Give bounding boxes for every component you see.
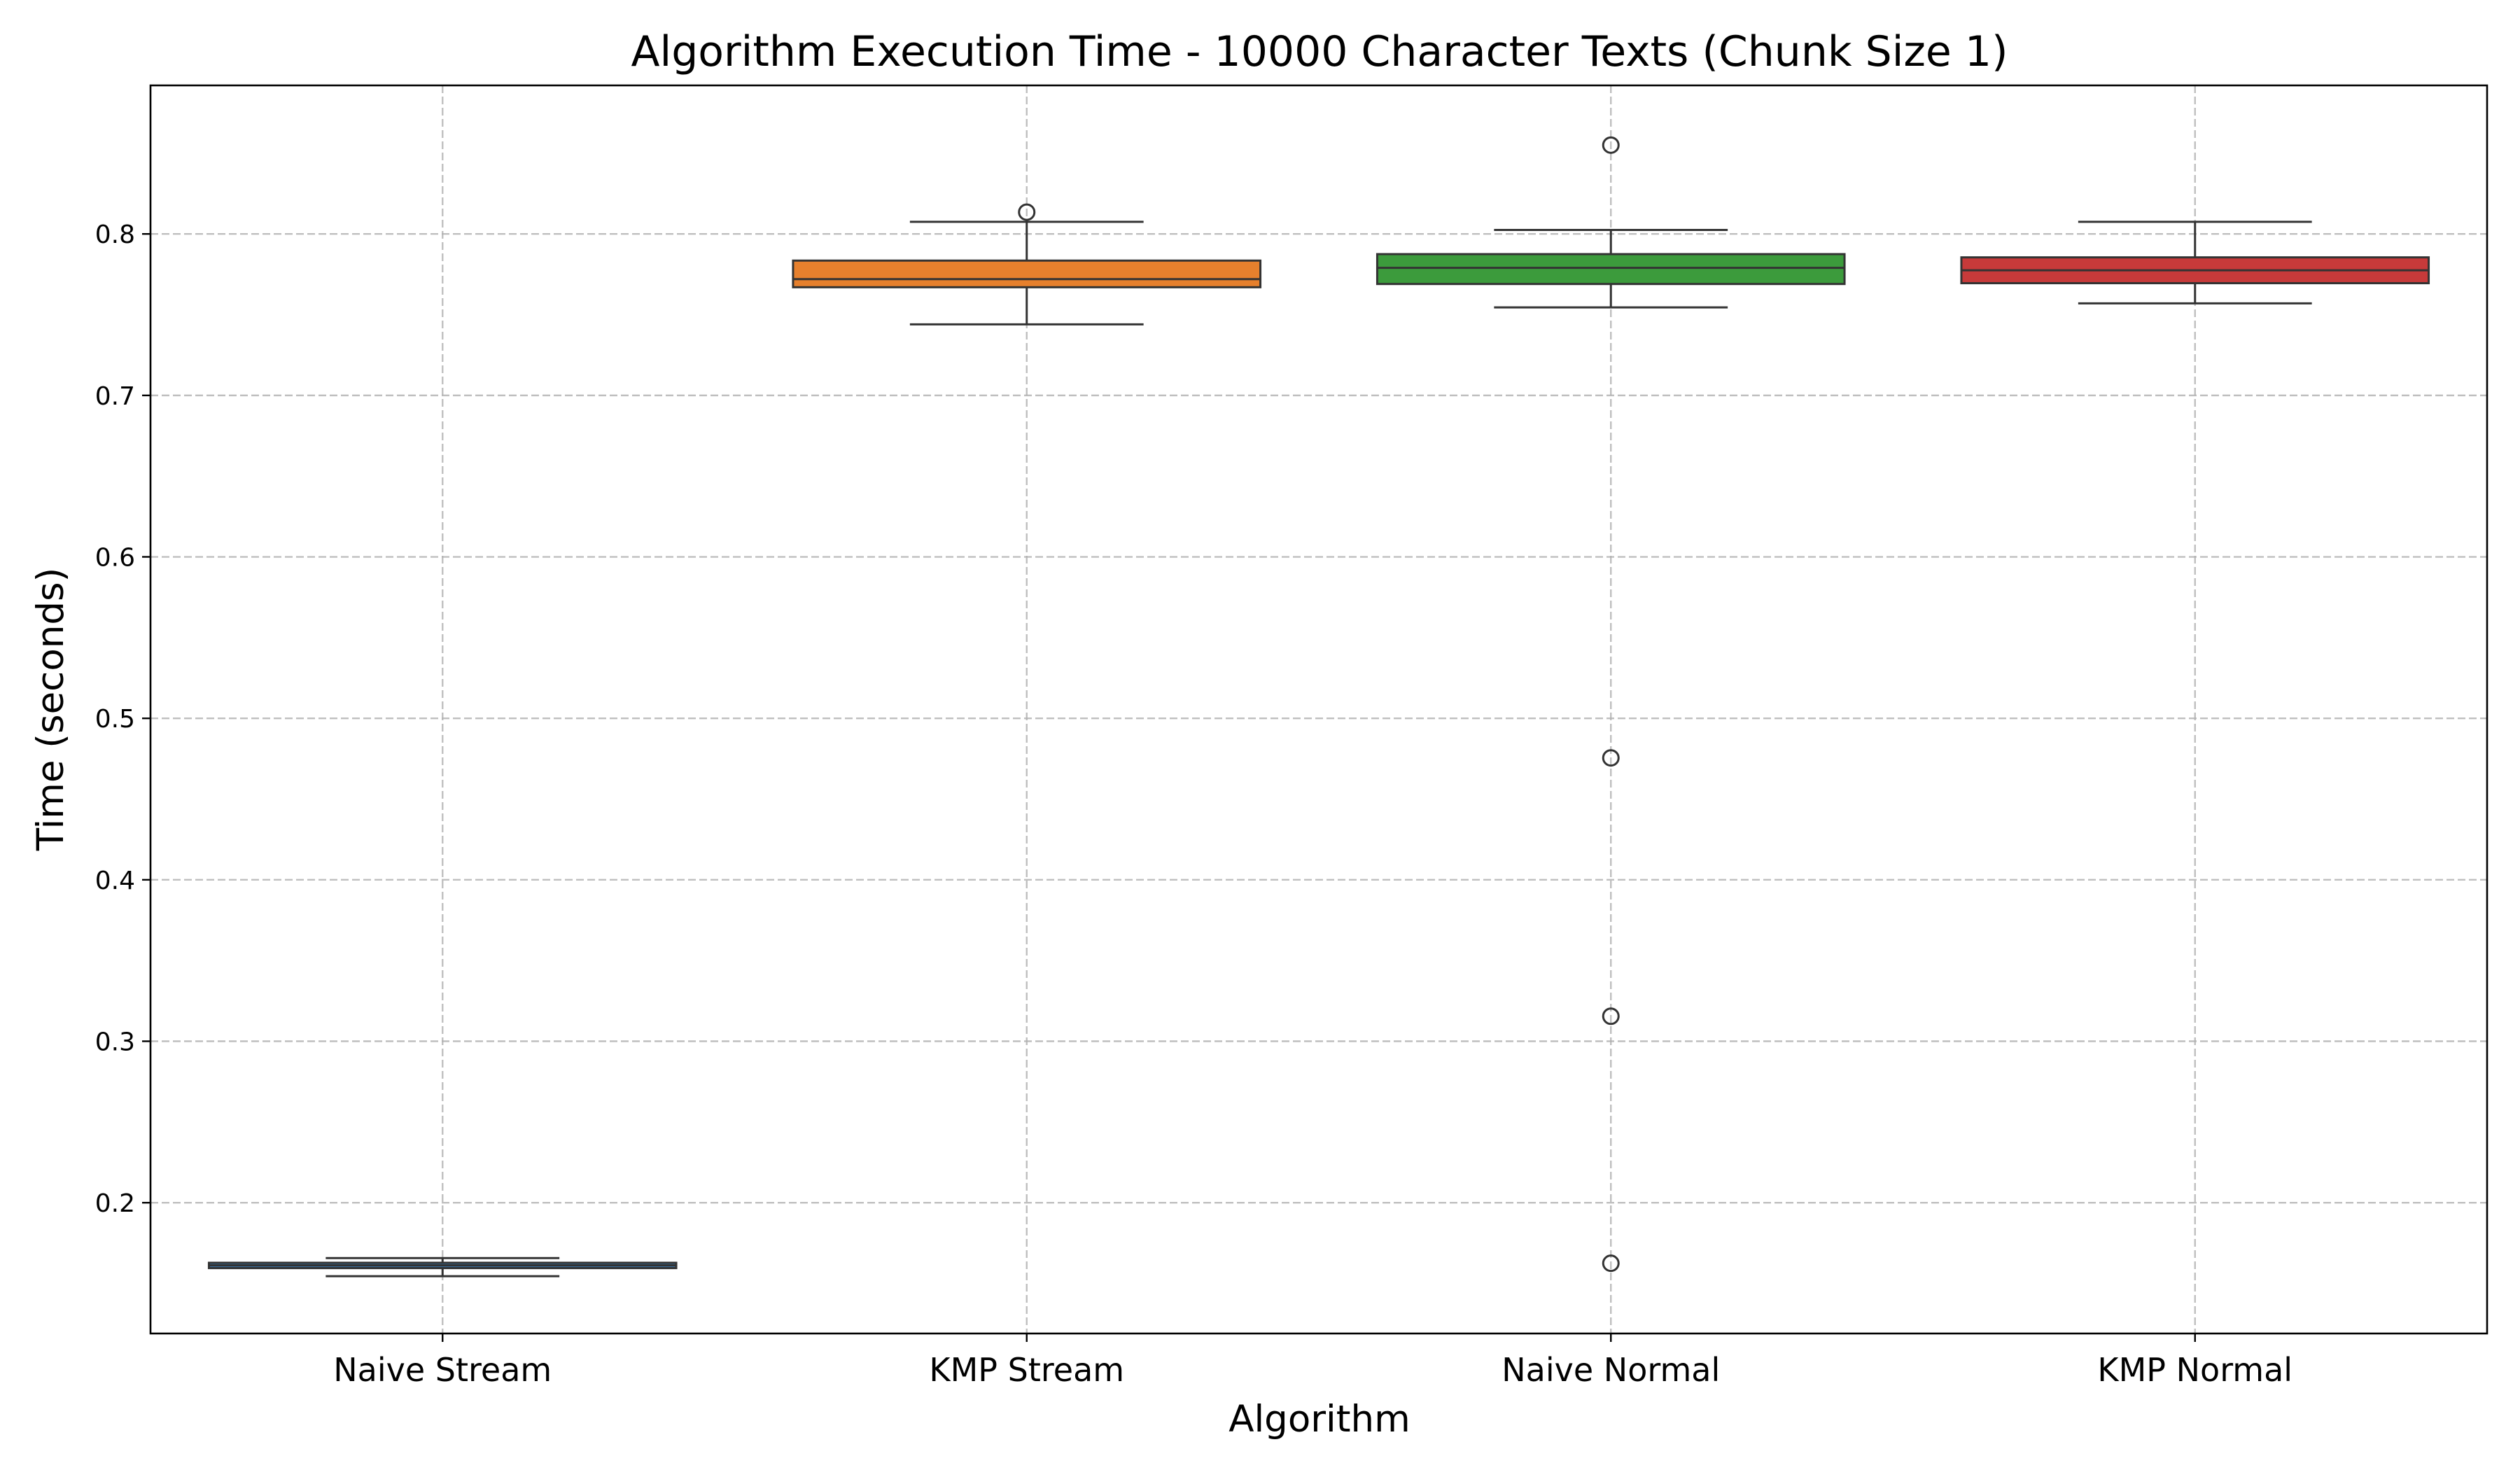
y-tick-label: 0.6	[95, 544, 135, 573]
x-tick-label: Naive Normal	[1502, 1351, 1720, 1389]
outlier-point	[1018, 203, 1036, 221]
y-tick-label: 0.5	[95, 705, 135, 734]
box-plots	[207, 136, 2430, 1278]
iqr-box	[792, 259, 1262, 288]
y-tick-label: 0.2	[95, 1189, 135, 1218]
box-group	[1376, 136, 1846, 1273]
chart-title: Algorithm Execution Time - 10000 Charact…	[631, 27, 2008, 76]
x-tick-label: KMP Normal	[2097, 1351, 2292, 1389]
y-tick-label: 0.3	[95, 1028, 135, 1057]
x-axis-ticks: Naive Stream KMP Stream Naive Normal KMP No…	[333, 1334, 2292, 1389]
box-group	[1960, 220, 2430, 304]
x-axis-label: Algorithm	[1228, 1398, 1410, 1441]
y-tick-label: 0.7	[95, 382, 135, 411]
y-axis-ticks: 0.2 0.3 0.4 0.5 0.6 0.7 0.8	[95, 220, 150, 1218]
x-tick-label: KMP Stream	[929, 1351, 1124, 1389]
iqr-box	[1376, 253, 1846, 286]
y-tick-label: 0.4	[95, 867, 135, 895]
box-group	[207, 1256, 678, 1278]
outlier-point	[1602, 1007, 1620, 1026]
y-axis-label: Time (seconds)	[29, 568, 72, 852]
outlier-point	[1602, 749, 1620, 767]
outlier-point	[1602, 1254, 1620, 1273]
x-tick-label: Naive Stream	[333, 1351, 552, 1389]
outlier-point	[1602, 136, 1620, 154]
box-group	[792, 203, 1262, 326]
plot-frame	[149, 84, 2488, 1335]
y-tick-label: 0.8	[95, 220, 135, 249]
